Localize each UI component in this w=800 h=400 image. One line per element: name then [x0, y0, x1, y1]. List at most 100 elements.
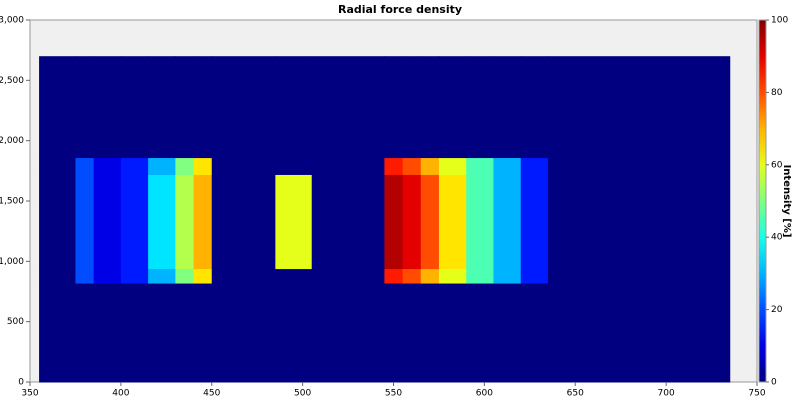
colorbar-tick-label: 40: [771, 233, 783, 243]
heatmap-cell: [420, 174, 440, 208]
heatmap-cell: [93, 283, 122, 383]
x-tick-label: 350: [21, 389, 38, 399]
heatmap-cell: [275, 56, 313, 159]
heatmap-cell: [547, 157, 731, 175]
heatmap-cell: [75, 157, 95, 175]
heatmap-cell: [311, 268, 385, 284]
heatmap-cell: [493, 207, 522, 270]
heatmap-cell: [547, 174, 731, 208]
heatmap-cell: [39, 207, 76, 270]
heatmap-cell: [384, 283, 404, 383]
heatmap-cell: [311, 174, 385, 208]
y-tick-label: 2,500: [0, 76, 24, 86]
x-tick-label: 600: [476, 389, 493, 399]
heatmap-cell: [466, 174, 494, 208]
heatmap-cell: [148, 268, 176, 284]
heatmap-cell: [466, 157, 494, 175]
heatmap-cell: [493, 56, 522, 159]
heatmap-cell: [311, 207, 385, 270]
heatmap-cell: [120, 283, 149, 383]
heatmap-cell: [547, 207, 731, 270]
heatmap-cell: [148, 157, 176, 175]
heatmap-cell: [402, 268, 422, 284]
heatmap-cell: [148, 56, 176, 159]
colorbar: [758, 19, 767, 383]
heatmap-cell: [193, 174, 213, 208]
heatmap-cell: [275, 174, 313, 208]
heatmap-cell: [438, 174, 467, 208]
heatmap-cell: [93, 268, 122, 284]
heatmap-cell: [420, 268, 440, 284]
heatmap-cell: [438, 268, 467, 284]
heatmap-cell: [520, 268, 549, 284]
heatmap-cell: [547, 56, 731, 159]
heatmap-cell: [384, 157, 404, 175]
heatmap-cell: [275, 157, 313, 175]
heatmap-cell: [493, 268, 522, 284]
heatmap-cell: [466, 56, 494, 159]
heatmap-cell: [547, 283, 731, 383]
colorbar-label: Intensity [%]: [781, 165, 792, 238]
heatmap-cell: [493, 283, 522, 383]
heatmap-cell: [466, 207, 494, 270]
x-tick-label: 450: [203, 389, 220, 399]
heatmap-cell: [193, 157, 213, 175]
heatmap-cell: [520, 283, 549, 383]
heatmap-cell: [402, 157, 422, 175]
heatmap-cell: [466, 283, 494, 383]
y-tick-label: 3,000: [0, 16, 24, 26]
heatmap-cell: [311, 56, 385, 159]
heatmap-cell: [120, 56, 149, 159]
heatmap-cell: [148, 174, 176, 208]
y-tick-label: 500: [7, 317, 24, 327]
colorbar-tick-label: 20: [771, 305, 783, 315]
chart-title: Radial force density: [338, 3, 462, 16]
heatmap-cell: [275, 283, 313, 383]
heatmap-cell: [420, 157, 440, 175]
colorbar-tick-label: 0: [771, 378, 777, 388]
heatmap-cell: [275, 268, 313, 284]
heatmap-cell: [493, 157, 522, 175]
y-tick-label: 1,500: [0, 197, 24, 207]
heatmap-cell: [466, 268, 494, 284]
heatmap-cell: [438, 157, 467, 175]
y-tick-label: 0: [18, 378, 24, 388]
heatmap-cell: [193, 268, 213, 284]
heatmap-cell: [520, 157, 549, 175]
heatmap-cell: [384, 268, 404, 284]
y-tick-label: 1,000: [0, 257, 24, 267]
heatmap-cell: [39, 56, 76, 159]
colorbar-tick-label: 100: [771, 16, 788, 26]
heatmap-cell: [311, 157, 385, 175]
x-tick-label: 500: [294, 389, 311, 399]
heatmap-cell: [384, 207, 404, 270]
heatmap-cell: [39, 283, 76, 383]
heatmap-cell: [402, 174, 422, 208]
heatmap-cell: [520, 174, 549, 208]
heatmap-cell: [193, 56, 213, 159]
heatmap-cell: [211, 174, 276, 208]
heatmap-cell: [438, 283, 467, 383]
colorbar-tick-label: 60: [771, 160, 783, 170]
heatmap-cell: [193, 207, 213, 270]
heatmap-cell: [175, 174, 195, 208]
heatmap-cell: [211, 283, 276, 383]
heatmap-cell: [39, 174, 76, 208]
heatmap-cell: [520, 207, 549, 270]
heatmap-cell: [148, 283, 176, 383]
heatmap-cell: [175, 207, 195, 270]
heatmap-cell: [275, 207, 313, 270]
heatmap-cell: [211, 56, 276, 159]
heatmap-cell: [193, 283, 213, 383]
x-tick-label: 650: [567, 389, 584, 399]
heatmap-cell: [75, 56, 95, 159]
heatmap-cell: [93, 207, 122, 270]
heatmap-cell: [420, 56, 440, 159]
heatmap-cell: [93, 174, 122, 208]
heatmap-cell: [520, 56, 549, 159]
heatmap-cell: [211, 268, 276, 284]
heatmap-cell: [75, 207, 95, 270]
heatmap-cell: [175, 268, 195, 284]
heatmap-cell: [120, 268, 149, 284]
heatmap-cell: [211, 157, 276, 175]
